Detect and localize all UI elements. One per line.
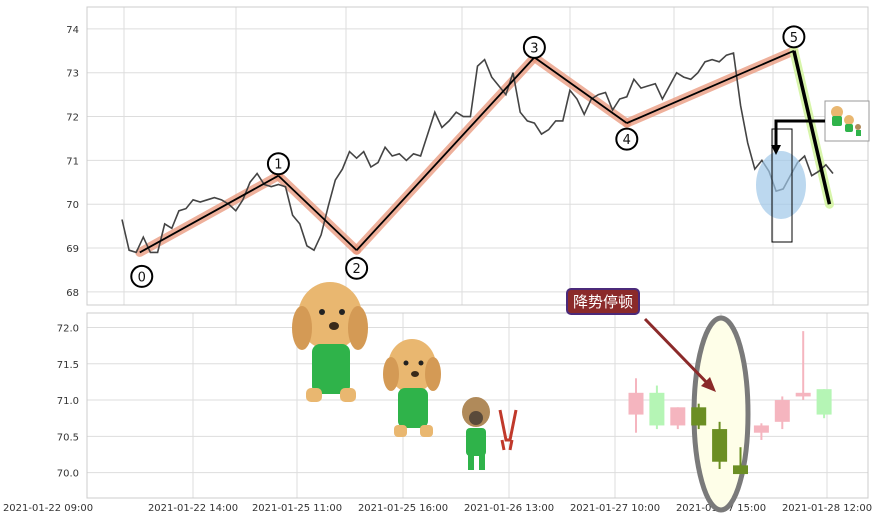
wave-label-2: 2: [352, 262, 360, 277]
x-tick-label: 2021-01-26 13:00: [464, 503, 554, 514]
x-tick-label: 2021-01-28 12:00: [782, 503, 872, 514]
bottom-y-tick-label: 72.0: [57, 324, 79, 335]
wave-segment: [139, 174, 279, 254]
wave-label-1: 1: [274, 158, 282, 173]
puppies-thumbnail-inset: [824, 100, 870, 142]
wave-label-circle: [522, 35, 546, 59]
wave-label-circle: [266, 152, 290, 176]
annotation-arrow: [643, 317, 715, 391]
candles: [628, 331, 832, 475]
candle-body: [649, 392, 665, 426]
wave-segment: [355, 56, 536, 251]
wave-segment: [626, 49, 795, 124]
top-y-tick-labels: 68 69 70 71 72 73 74: [66, 25, 79, 299]
inset-pointer-arrow: [774, 119, 825, 148]
bottom-y-tick-label: 70.5: [57, 432, 79, 443]
candlestick-chart: 70.070.571.071.572.0 2021-01-22 09:00 202…: [3, 288, 872, 514]
x-tick-label: 2021-01-25 16:00: [358, 503, 448, 514]
top-y-tick-label: 68: [66, 288, 79, 299]
puppy-illustration-medium: [383, 339, 441, 437]
wave-label-5: 5: [790, 31, 798, 46]
zoom-rectangle: [771, 128, 793, 243]
wave-point-labels: 0 1 2 3 4 5: [130, 25, 806, 288]
candle-body: [712, 429, 728, 462]
candle-body: [670, 407, 686, 426]
inset-pointer-arrowhead: [771, 145, 781, 155]
wave-label-4: 4: [623, 133, 631, 148]
top-y-tick-label: 71: [66, 156, 79, 167]
top-y-tick-label: 73: [66, 69, 79, 80]
x-tick-label: 2021-01-22 09:00: [3, 503, 93, 514]
candle-body: [816, 389, 832, 415]
top-plot-frame: [86, 6, 869, 306]
bottom-plot-frame: [86, 312, 869, 499]
bottom-y-tick-label: 71.0: [57, 396, 79, 407]
wave-label-circle: [130, 264, 154, 288]
puppy-illustration-large: [292, 282, 368, 402]
wave-segment: [533, 56, 628, 124]
bottom-y-tick-labels: 70.0 70.5 71.0 71.5 72.0: [57, 324, 79, 480]
annotation-arrowhead: [701, 377, 716, 392]
x-tick-label: 2021-01-22 14:00: [148, 503, 238, 514]
wave-label-circle: [615, 127, 639, 151]
candle-body: [774, 400, 790, 422]
candle-body: [691, 407, 707, 426]
bottom-y-tick-label: 71.5: [57, 360, 79, 371]
wave-segments: [139, 49, 832, 254]
candle-body: [628, 392, 644, 415]
top-y-tick-label: 72: [66, 113, 79, 124]
candle-body: [753, 425, 769, 433]
zoom-circle: [756, 151, 806, 219]
annotation-callout: 降势停顿: [566, 288, 716, 392]
x-tick-label: 2021-01-27 10:00: [570, 503, 660, 514]
wave-segment: [792, 50, 832, 205]
price-line: [121, 51, 834, 254]
wave-label-0: 0: [138, 270, 146, 285]
x-tick-labels: 2021-01-22 09:00 2021-01-22 14:00 2021-01-…: [3, 503, 872, 514]
wave-label-3: 3: [530, 41, 538, 56]
x-tick-label: 2021-01-25 11:00: [252, 503, 342, 514]
bottom-y-tick-label: 70.0: [57, 469, 79, 480]
top-y-tick-label: 74: [66, 25, 79, 36]
top-y-tick-label: 70: [66, 200, 79, 211]
candle-body: [733, 465, 748, 475]
wave-segment: [277, 175, 358, 251]
annotation-text: 降势停顿: [573, 293, 633, 311]
wave-price-chart: 68 69 70 71 72 73 74 0 1 2 3 4 5: [66, 6, 869, 306]
annotation-box: [566, 288, 640, 315]
zoom-inset: [756, 128, 806, 243]
wave-label-circle: [345, 256, 369, 280]
top-y-tick-label: 69: [66, 244, 79, 255]
candle-body: [795, 392, 811, 397]
wave-label-circle: [782, 25, 806, 49]
dog-with-pliers-illustration: [462, 397, 518, 470]
